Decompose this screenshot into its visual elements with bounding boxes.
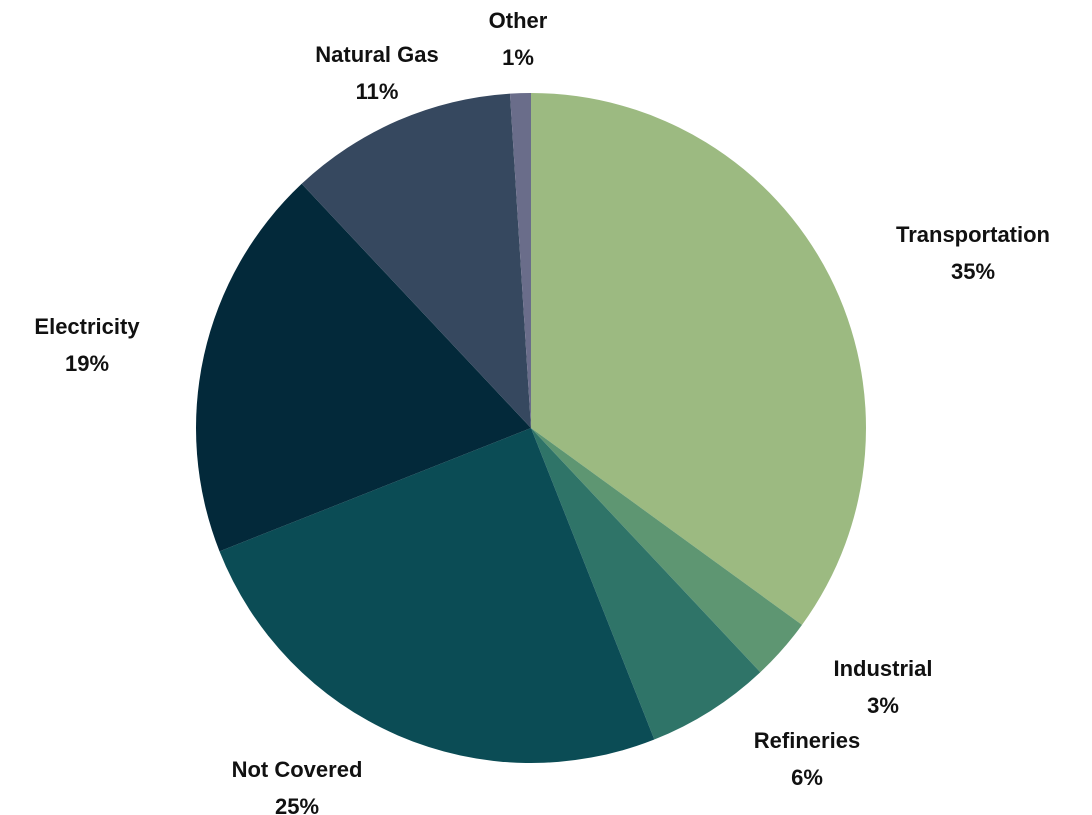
pie-slice-other	[509, 93, 531, 428]
slice-label-electricity: Electricity	[34, 314, 140, 339]
pie-slice-refineries	[531, 428, 761, 740]
pie-labels: Transportation 35% Industrial 3% Refineries 6…	[34, 8, 1050, 815]
slice-value-other: 1%	[502, 45, 534, 70]
slice-value-transportation: 35%	[951, 259, 995, 284]
pie-slice-electricity	[195, 183, 531, 552]
slice-label-transportation: Transportation	[896, 222, 1050, 247]
slice-value-refineries: 6%	[791, 765, 823, 790]
pie-slice-not-covered	[219, 428, 655, 764]
pie-slices	[195, 93, 867, 764]
pie-slice-transportation	[531, 93, 867, 625]
slice-value-electricity: 19%	[65, 351, 109, 376]
slice-value-not-covered: 25%	[275, 794, 319, 815]
pie-slice-natural-gas	[301, 93, 531, 428]
slice-label-industrial: Industrial	[833, 656, 932, 681]
slice-label-refineries: Refineries	[754, 728, 860, 753]
slice-label-natural-gas: Natural Gas	[315, 42, 439, 67]
slice-label-not-covered: Not Covered	[232, 757, 363, 782]
pie-slice-industrial	[531, 428, 803, 673]
slice-value-industrial: 3%	[867, 693, 899, 718]
slice-value-natural-gas: 11%	[356, 79, 399, 104]
slice-label-other: Other	[489, 8, 548, 33]
